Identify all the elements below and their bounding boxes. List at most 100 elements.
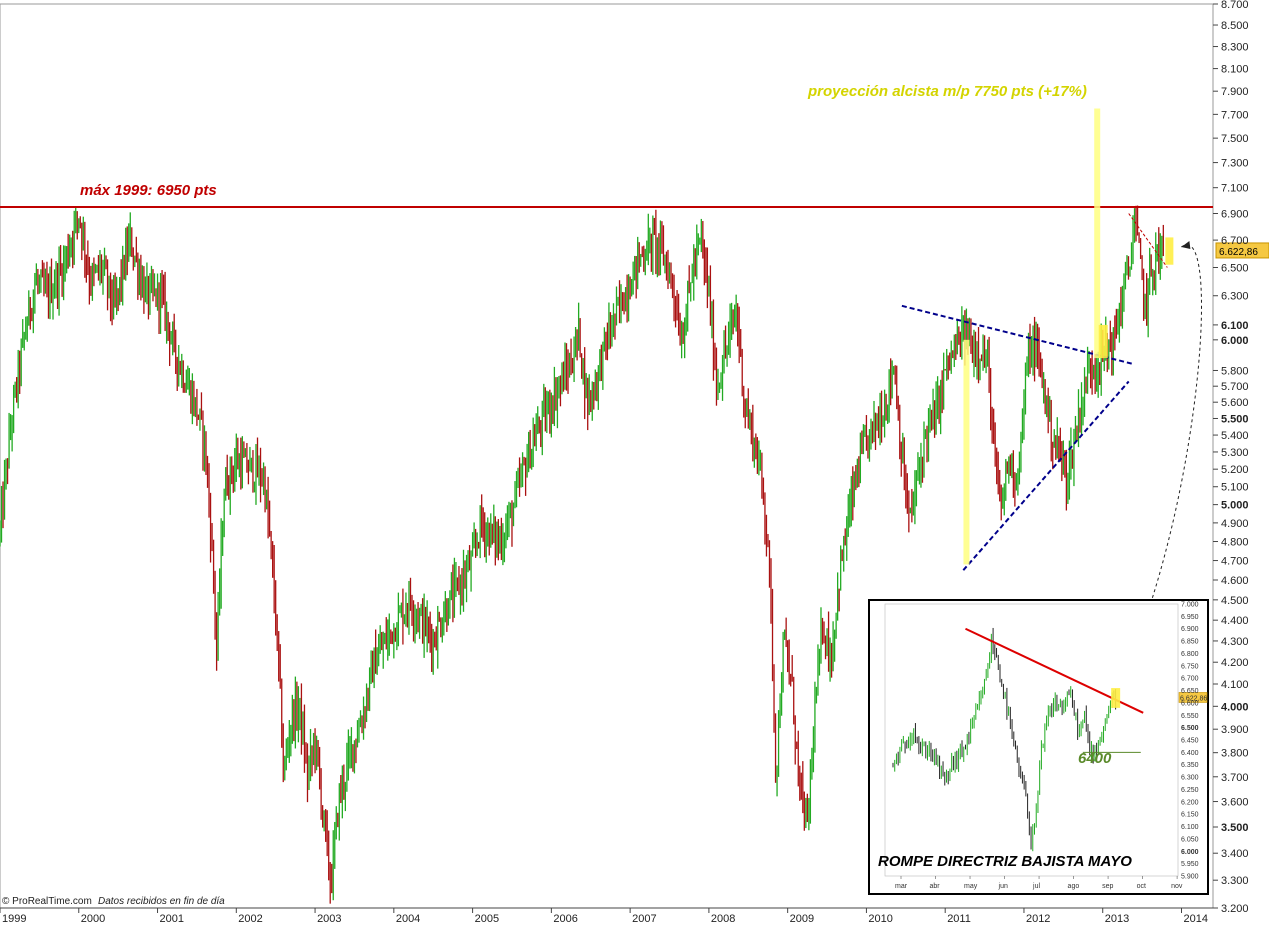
y-tick-label: 4.500 xyxy=(1221,595,1249,607)
y-tick-label: 4.000 xyxy=(1221,701,1249,713)
y-tick-label: 6.000 xyxy=(1221,335,1249,347)
inset-y-tick-label: 6.600 xyxy=(1181,700,1199,707)
y-tick-label: 4.100 xyxy=(1221,679,1249,691)
y-tick-label: 5.300 xyxy=(1221,447,1249,459)
inset-x-tick-label: jul xyxy=(1032,883,1040,890)
price-series xyxy=(0,205,1164,904)
inset-y-tick-label: 6.050 xyxy=(1181,836,1199,843)
y-tick-label: 6.700 xyxy=(1221,235,1249,247)
inset-y-tick-label: 6.000 xyxy=(1181,849,1199,856)
last-value-tag xyxy=(1215,242,1269,259)
y-tick-label: 4.200 xyxy=(1221,657,1249,669)
inset-border xyxy=(868,599,1209,895)
y-tick-label: 6.100 xyxy=(1221,320,1249,332)
annotations-layer: 6.622,86 xyxy=(0,108,1269,676)
footer-note: Datos recibidos en fin de día xyxy=(98,896,225,907)
y-tick-label: 4.700 xyxy=(1221,556,1249,568)
x-tick-label: 2011 xyxy=(947,913,971,925)
x-tick-label: 2013 xyxy=(1105,913,1129,925)
y-tick-label: 4.800 xyxy=(1221,537,1249,549)
y-tick-label: 6.300 xyxy=(1221,291,1249,303)
y-tick-label: 7.700 xyxy=(1221,109,1249,121)
inset-y-tick-label: 6.950 xyxy=(1181,614,1199,621)
x-tick-label: 1999 xyxy=(2,913,26,925)
inset-y-tick-label: 5.900 xyxy=(1181,874,1199,881)
inset-y-tick-label: 6.900 xyxy=(1181,626,1199,633)
y-tick-label: 5.500 xyxy=(1221,413,1249,425)
last-price-highlight xyxy=(1165,237,1174,265)
inset-x-tick-label: abr xyxy=(930,883,941,890)
projection-annotation: proyección alcista m/p 7750 pts (+17%) xyxy=(807,83,1087,100)
inset-y-tick-label: 6.500 xyxy=(1181,725,1199,732)
y-tick-label: 5.600 xyxy=(1221,397,1249,409)
y-tick-label: 7.900 xyxy=(1221,86,1249,98)
y-tick-label: 3.300 xyxy=(1221,875,1249,887)
inset-x-tick-label: sep xyxy=(1102,883,1113,890)
x-tick-label: 2006 xyxy=(553,913,577,925)
inset-x-axis: mar abr may jun jul ago sep oct nov xyxy=(895,876,1183,890)
inset-annotations: 6.622,86 xyxy=(965,627,1208,753)
inset-y-tick-label: 6.750 xyxy=(1181,663,1199,670)
y-tick-label: 5.700 xyxy=(1221,381,1249,393)
y-tick-label: 8.300 xyxy=(1221,42,1249,54)
inset-y-tick-label: 6.250 xyxy=(1181,787,1199,794)
y-tick-label: 3.400 xyxy=(1221,848,1249,860)
inset-x-tick-label: jun xyxy=(998,883,1008,890)
inset-x-tick-label: oct xyxy=(1137,883,1146,890)
x-tick-label: 2003 xyxy=(317,913,341,925)
y-tick-label: 8.700 xyxy=(1221,0,1249,11)
recent-downtrend-line xyxy=(1128,213,1168,268)
y-tick-label: 6.900 xyxy=(1221,209,1249,221)
y-tick-label: 7.300 xyxy=(1221,158,1249,170)
x-tick-label: 2012 xyxy=(1026,913,1050,925)
inset-y-tick-label: 6.700 xyxy=(1181,676,1199,683)
pointer-arrowhead xyxy=(1181,240,1191,249)
inset-y-tick-label: 6.350 xyxy=(1181,762,1199,769)
breakout-highlight xyxy=(1098,324,1108,359)
y-tick-label: 8.100 xyxy=(1221,64,1249,76)
inset-price-series xyxy=(892,627,1117,852)
footer-source: © ProRealTime.com xyxy=(2,896,92,907)
inset-x-tick-label: nov xyxy=(1171,883,1183,890)
y-tick-label: 7.500 xyxy=(1221,133,1249,145)
inset-y-tick-label: 6.400 xyxy=(1181,750,1199,757)
y-tick-label: 3.800 xyxy=(1221,748,1249,760)
y-tick-label: 7.100 xyxy=(1221,183,1249,195)
inset-breakout-highlight xyxy=(1111,688,1121,708)
inset-x-tick-label: mar xyxy=(895,883,908,890)
x-tick-label: 2014 xyxy=(1183,913,1207,925)
y-tick-label: 3.700 xyxy=(1221,772,1249,784)
y-tick-label: 4.900 xyxy=(1221,518,1249,530)
inset-y-tick-label: 5.950 xyxy=(1181,861,1199,868)
inset-y-tick-label: 6.200 xyxy=(1181,799,1199,806)
inset-x-tick-label: may xyxy=(964,883,978,890)
y-tick-label: 5.200 xyxy=(1221,464,1249,476)
y-tick-label: 3.200 xyxy=(1221,903,1249,915)
inset-y-tick-label: 6.550 xyxy=(1181,713,1199,720)
inset-plot-border xyxy=(884,603,1179,877)
y-tick-label: 4.400 xyxy=(1221,615,1249,627)
inset-y-tick-label: 7.000 xyxy=(1181,602,1199,609)
triangle-lower-line xyxy=(962,380,1130,571)
x-tick-label: 2008 xyxy=(711,913,735,925)
inset-chart: 6.622,86 5.900 5.950 6.000 6.050 6.100 6.150 6… xyxy=(868,599,1209,895)
inset-last-value-tag xyxy=(1178,692,1208,703)
inset-y-tick-label: 6.300 xyxy=(1181,775,1199,782)
last-value-label: 6.622,86 xyxy=(1219,247,1258,258)
inset-y-tick-label: 6.800 xyxy=(1181,651,1199,658)
x-tick-label: 2002 xyxy=(238,913,262,925)
inset-x-tick-label: ago xyxy=(1068,883,1080,890)
y-tick-label: 5.400 xyxy=(1221,430,1249,442)
y-tick-label: 4.300 xyxy=(1221,636,1249,648)
y-tick-label: 6.500 xyxy=(1221,262,1249,274)
inset-y-tick-label: 6.450 xyxy=(1181,738,1199,745)
x-tick-label: 2000 xyxy=(81,913,105,925)
x-tick-label: 2004 xyxy=(396,913,420,925)
x-tick-label: 2005 xyxy=(475,913,499,925)
x-tick-label: 2001 xyxy=(160,913,184,925)
y-tick-label: 5.800 xyxy=(1221,365,1249,377)
projection-measure-bar xyxy=(963,339,970,565)
max-1999-annotation: máx 1999: 6950 pts xyxy=(80,182,217,199)
inset-last-value-label: 6.622,86 xyxy=(1180,695,1207,702)
